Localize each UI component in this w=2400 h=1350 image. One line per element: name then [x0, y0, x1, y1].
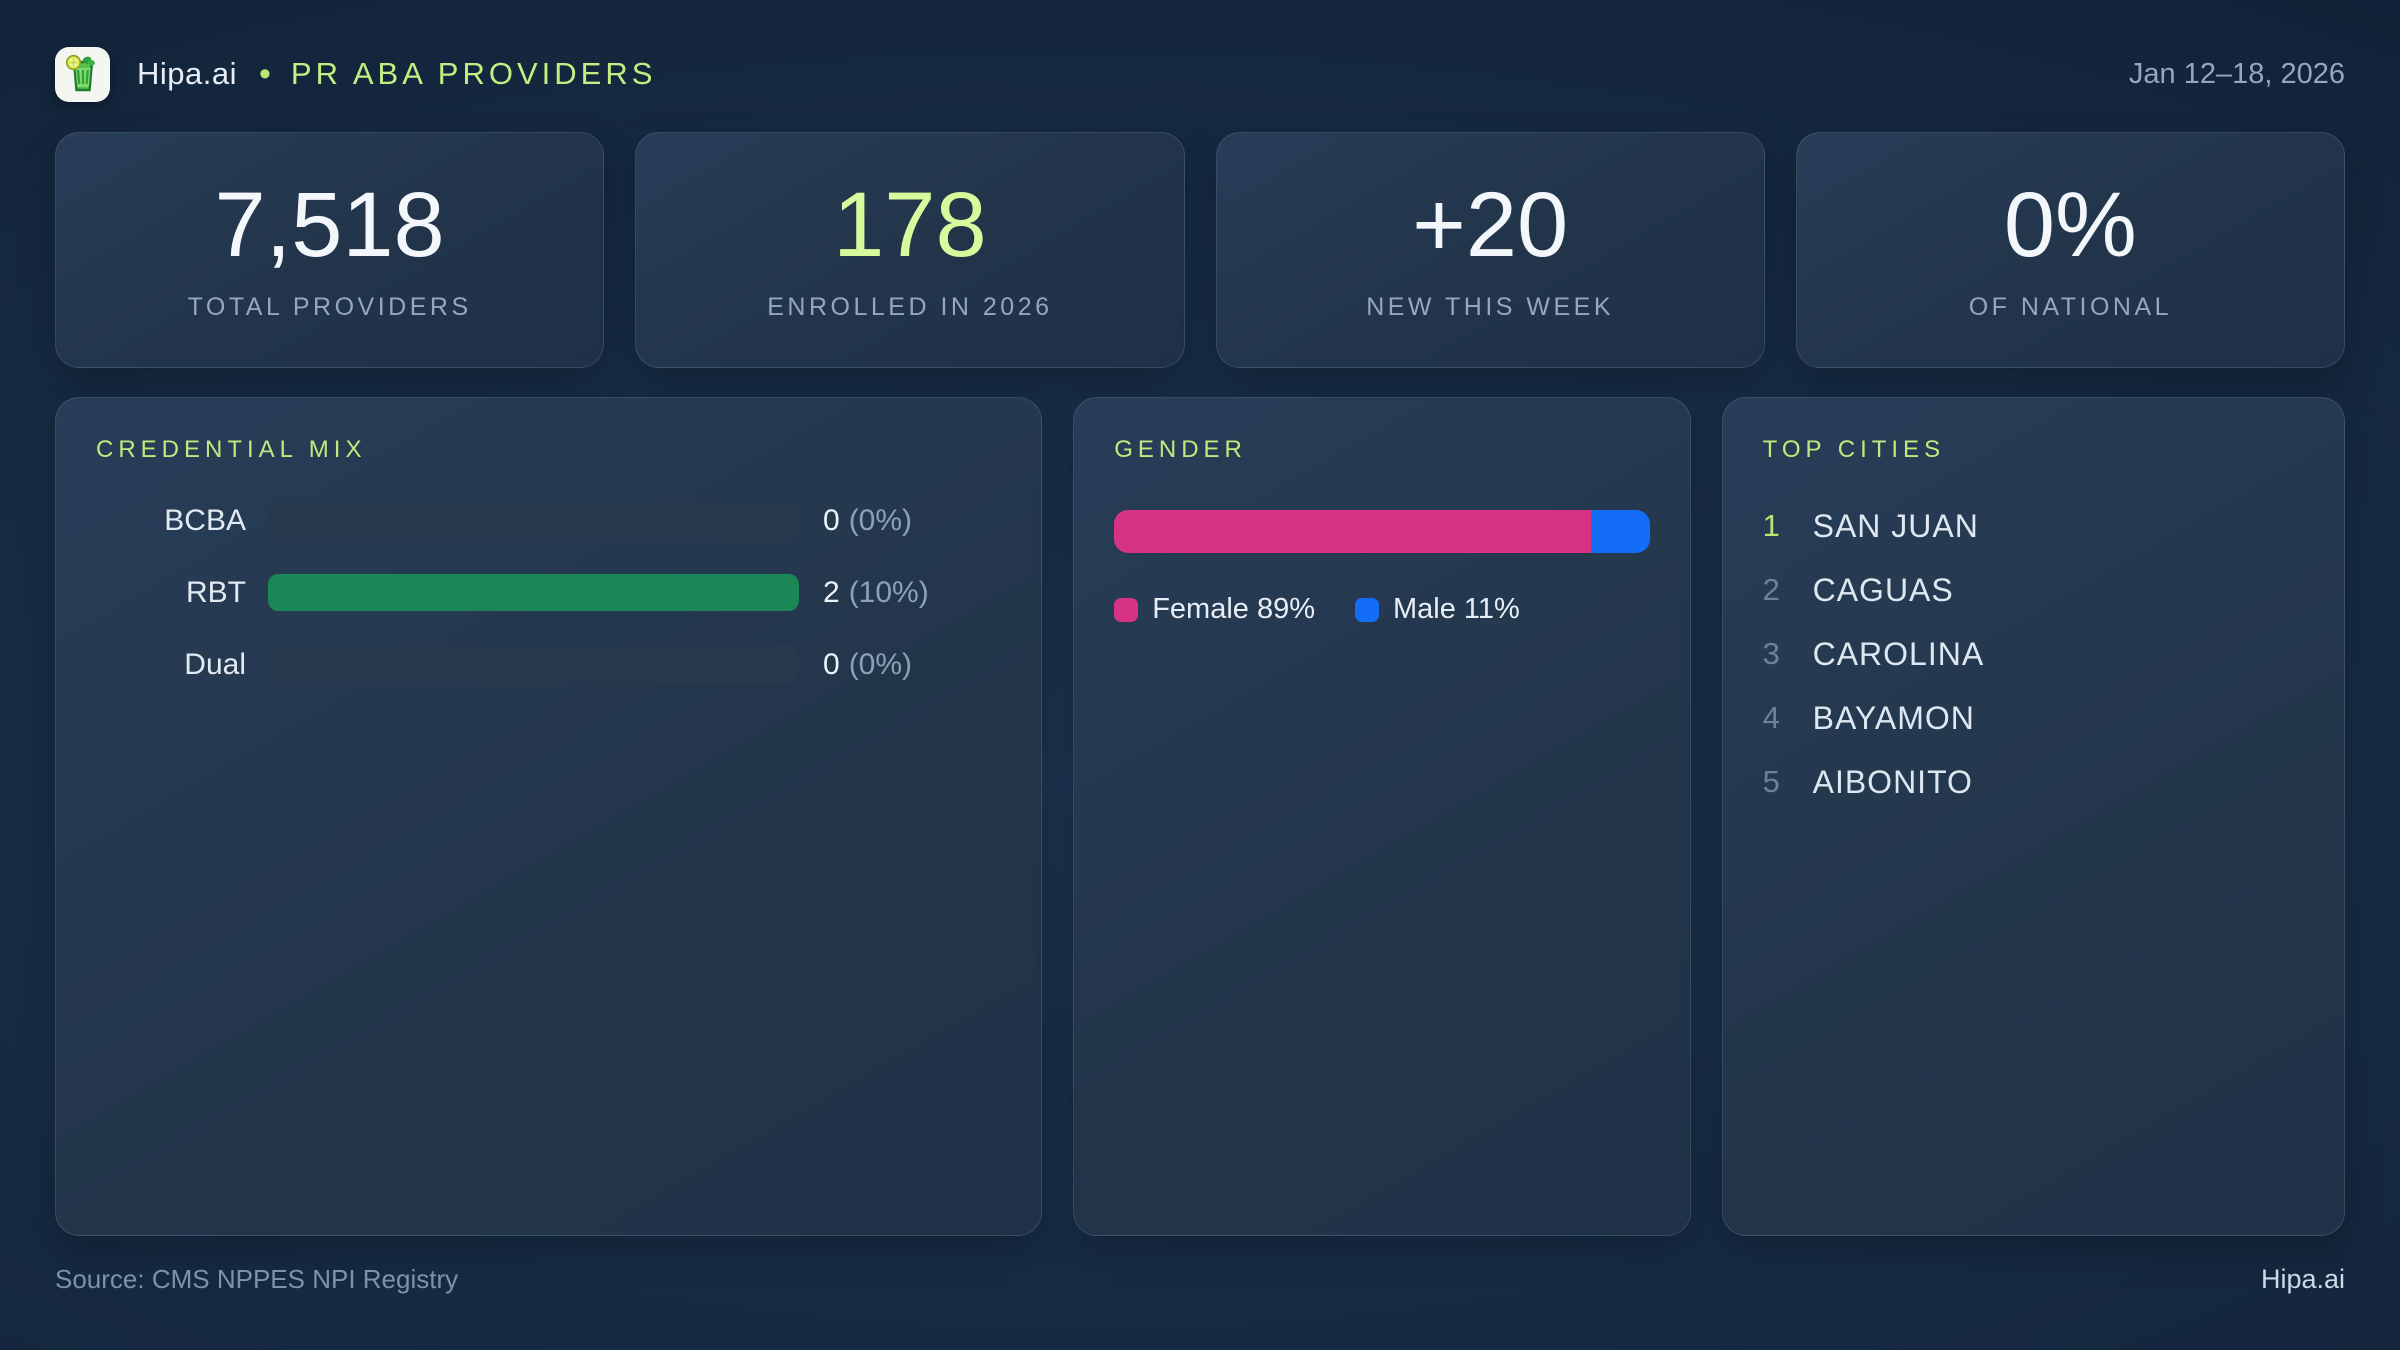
credential-row-rbt: RBT 2 (10%)	[96, 574, 1001, 611]
mojito-drink-icon	[65, 54, 95, 92]
kpi-label: TOTAL PROVIDERS	[187, 292, 472, 321]
legend-item-male: Male 11%	[1355, 593, 1520, 626]
credential-row-dual: Dual 0 (0%)	[96, 646, 1001, 683]
kpi-value: 0%	[2003, 173, 2137, 276]
page-title: PR ABA PROVIDERS	[290, 56, 657, 91]
kpi-card-enrolled: 178 ENROLLED IN 2026	[635, 132, 1185, 368]
panel-title: GENDER	[1114, 436, 1247, 463]
city-rank: 1	[1762, 508, 1780, 543]
city-row: 5 AIBONITO	[1763, 750, 2304, 814]
city-name: AIBONITO	[1812, 763, 1973, 800]
bar-track	[268, 574, 799, 611]
gender-panel: GENDER Female 89% Male 11%	[1073, 397, 1691, 1236]
kpi-label: ENROLLED IN 2026	[767, 292, 1053, 321]
city-rank: 5	[1762, 764, 1780, 799]
bar-count: 0	[823, 503, 840, 537]
data-source: Source: CMS NPPES NPI Registry	[55, 1264, 459, 1294]
city-list: 1 SAN JUAN 2 CAGUAS 3 CAROLINA 4 BAYAMON…	[1763, 494, 2304, 814]
city-row: 3 CAROLINA	[1763, 622, 2304, 686]
city-name: CAROLINA	[1812, 635, 1985, 672]
gender-legend: Female 89% Male 11%	[1114, 593, 1649, 626]
kpi-label: OF NATIONAL	[1968, 292, 2173, 321]
bar-track	[268, 502, 799, 539]
kpi-label: NEW THIS WEEK	[1366, 292, 1615, 321]
credential-row-bcba: BCBA 0 (0%)	[96, 502, 1001, 539]
city-rank: 3	[1762, 636, 1780, 671]
bar-value: 0 (0%)	[823, 648, 912, 682]
credential-mix-panel: CREDENTIAL MIX BCBA 0 (0%) RBT 2 (10%)	[55, 397, 1043, 1236]
footer-brand: Hipa.ai	[2260, 1264, 2345, 1294]
brand-name: Hipa.ai	[137, 56, 237, 91]
female-segment	[1114, 510, 1591, 553]
date-range: Jan 12–18, 2026	[2128, 57, 2345, 90]
city-name: SAN JUAN	[1812, 507, 1979, 544]
male-segment	[1590, 510, 1650, 553]
kpi-card-total-providers: 7,518 TOTAL PROVIDERS	[55, 132, 605, 368]
city-row: 4 BAYAMON	[1763, 686, 2304, 750]
legend-label: Male 11%	[1393, 593, 1520, 625]
bar-label: Dual	[184, 647, 246, 681]
top-cities-panel: TOP CITIES 1 SAN JUAN 2 CAGUAS 3 CAROLIN…	[1721, 397, 2345, 1236]
panel-title: TOP CITIES	[1762, 436, 1946, 463]
bar-value: 2 (10%)	[823, 576, 929, 610]
bar-value: 0 (0%)	[823, 504, 912, 538]
gender-stacked-bar	[1114, 510, 1650, 553]
kpi-value: +20	[1412, 173, 1569, 276]
kpi-value: 178	[833, 173, 987, 276]
bar-percent: (10%)	[848, 575, 929, 609]
female-swatch	[1114, 597, 1139, 622]
legend-item-female: Female 89%	[1114, 593, 1315, 626]
panel-title: CREDENTIAL MIX	[96, 436, 367, 463]
city-row: 2 CAGUAS	[1763, 558, 2304, 622]
kpi-card-of-national: 0% OF NATIONAL	[1795, 132, 2345, 368]
city-name: CAGUAS	[1812, 571, 1954, 608]
bar-count: 2	[823, 575, 840, 609]
legend-label: Female 89%	[1152, 593, 1316, 625]
bar-percent: (0%)	[848, 503, 913, 537]
city-rank: 4	[1762, 700, 1780, 735]
bar-label: RBT	[186, 575, 246, 609]
app-logo	[55, 46, 110, 102]
bar-track	[268, 646, 799, 683]
male-swatch	[1355, 597, 1380, 622]
credential-bar-chart: BCBA 0 (0%) RBT 2 (10%) Dual	[96, 502, 1001, 683]
city-rank: 2	[1762, 572, 1780, 607]
kpi-card-new-this-week: +20 NEW THIS WEEK	[1215, 132, 1765, 368]
footer: Source: CMS NPPES NPI Registry Hipa.ai	[55, 1264, 2345, 1295]
separator-dot: •	[259, 54, 271, 93]
city-name: BAYAMON	[1812, 699, 1975, 736]
kpi-row: 7,518 TOTAL PROVIDERS 178 ENROLLED IN 20…	[55, 132, 2345, 368]
city-row: 1 SAN JUAN	[1763, 494, 2304, 558]
bar-count: 0	[823, 647, 840, 681]
bar-fill	[268, 574, 799, 611]
kpi-value: 7,518	[214, 173, 445, 276]
panels-row: CREDENTIAL MIX BCBA 0 (0%) RBT 2 (10%)	[55, 397, 2345, 1236]
header: Hipa.ai • PR ABA PROVIDERS Jan 12–18, 20…	[55, 46, 2345, 102]
bar-label: BCBA	[164, 503, 246, 537]
bar-percent: (0%)	[848, 647, 913, 681]
